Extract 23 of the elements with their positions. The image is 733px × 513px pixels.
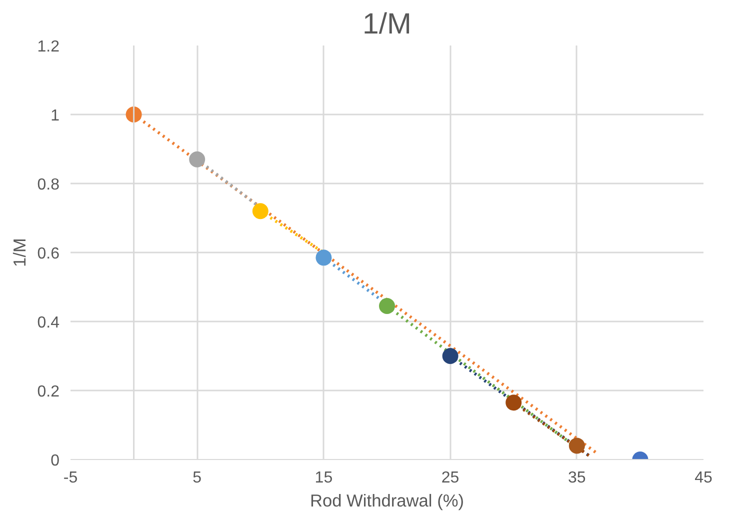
x-tick-label: 35 bbox=[568, 470, 586, 486]
y-tick-label: 0.4 bbox=[37, 314, 60, 332]
y-axis-title: 1/M bbox=[9, 238, 30, 267]
y-tick-label: 0 bbox=[50, 452, 60, 470]
x-axis-title: Rod Withdrawal (%) bbox=[310, 490, 464, 510]
x-tick-label: 15 bbox=[314, 470, 333, 486]
point bbox=[442, 348, 458, 364]
y-tick-label: 1 bbox=[50, 108, 60, 124]
point bbox=[568, 438, 585, 454]
y-tick-label: 0.6 bbox=[37, 246, 60, 262]
point bbox=[379, 298, 395, 314]
x-tick-label: -5 bbox=[63, 470, 78, 486]
point bbox=[506, 394, 522, 411]
chart-title: 1/M bbox=[362, 8, 412, 40]
x-tick-label: 5 bbox=[192, 470, 202, 486]
y-tick-label: 0.2 bbox=[37, 384, 60, 400]
point bbox=[316, 250, 332, 266]
x-tick-label: 25 bbox=[441, 470, 460, 486]
point bbox=[252, 203, 268, 220]
y-tick-label: 0.8 bbox=[37, 176, 60, 194]
x-tick-label: 45 bbox=[694, 470, 712, 486]
point bbox=[189, 151, 206, 168]
y-tick-label: 1.2 bbox=[37, 38, 60, 56]
